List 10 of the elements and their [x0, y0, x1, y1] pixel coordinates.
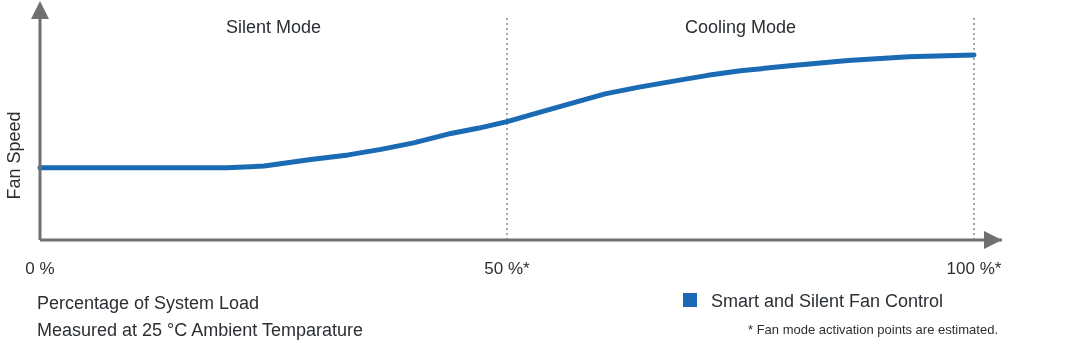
x-tick-label: 50 %* — [484, 259, 531, 278]
text: Silent Mode — [225, 17, 322, 37]
text: Cooling Mode — [684, 17, 797, 37]
x-tick-label: 100 %* — [946, 259, 1002, 278]
text: Measured at 25 °C Ambient Temparature — [37, 320, 364, 340]
x-tick-label: 0 % — [25, 259, 55, 278]
legend-label: Smart and Silent Fan Control — [711, 291, 944, 311]
y-axis-title: Fan Speed — [4, 111, 24, 200]
text: * Fan mode activation points are estimated. — [747, 322, 998, 337]
x-axis-title: Percentage of System Load — [37, 293, 260, 313]
